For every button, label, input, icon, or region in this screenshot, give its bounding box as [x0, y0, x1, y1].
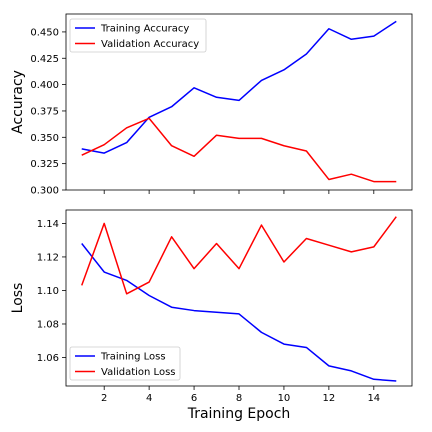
legend-label: Training Accuracy: [100, 24, 189, 35]
y-tick-label: 1.06: [37, 353, 59, 364]
series-line-validation-loss: [81, 216, 397, 295]
y-tick-label: 0.325: [30, 159, 59, 170]
y-tick-label: 1.08: [37, 319, 59, 330]
y-tick-label: 1.14: [37, 219, 59, 230]
legend: Training Loss Validation Loss: [69, 346, 181, 381]
y-tick-label: 1.10: [37, 286, 59, 297]
x-tick-label: 2: [101, 393, 107, 404]
series-line-validation-accuracy: [81, 117, 397, 183]
chart-panel-loss: 1.06 1.08 1.10 1.12 1.14 2 4 6 8 10 12 14 Loss Traini…: [10, 209, 413, 422]
x-tick-label: 6: [191, 393, 197, 404]
series-line-training-loss: [81, 243, 397, 382]
x-tick-label: 10: [278, 393, 291, 404]
legend-box: [69, 18, 207, 53]
y-tick-label: 0.350: [30, 133, 59, 144]
y-tick-label: 1.12: [37, 252, 59, 263]
legend-label: Validation Loss: [101, 367, 176, 378]
x-axis-label: Training Epoch: [187, 406, 291, 422]
y-tick-label: 0.400: [30, 80, 59, 91]
series-line-training-accuracy: [81, 20, 397, 154]
x-tick-label: 8: [236, 393, 242, 404]
plot-frame: [65, 13, 413, 191]
y-tick-label: 0.375: [30, 106, 59, 117]
x-tick-label: 12: [323, 393, 336, 404]
x-tick-label: 4: [146, 393, 152, 404]
legend-box: [69, 346, 181, 381]
y-tick-label: 0.425: [30, 54, 59, 65]
y-axis-label: Accuracy: [10, 70, 26, 134]
y-tick-label: 0.450: [30, 27, 59, 38]
legend-label: Validation Accuracy: [101, 39, 199, 50]
y-tick-label: 0.300: [30, 186, 59, 197]
legend-label: Training Loss: [100, 352, 166, 363]
legend: Training Accuracy Validation Accuracy: [69, 18, 207, 53]
y-axis-label: Loss: [10, 283, 26, 314]
plot-frame: [65, 209, 413, 387]
x-tick-label: 14: [367, 393, 380, 404]
chart-panel-accuracy: 0.300 0.325 0.350 0.375 0.400 0.425 0.450 Accur…: [10, 13, 413, 197]
charts-root: 0.300 0.325 0.350 0.375 0.400 0.425 0.450 Accur…: [10, 13, 413, 422]
